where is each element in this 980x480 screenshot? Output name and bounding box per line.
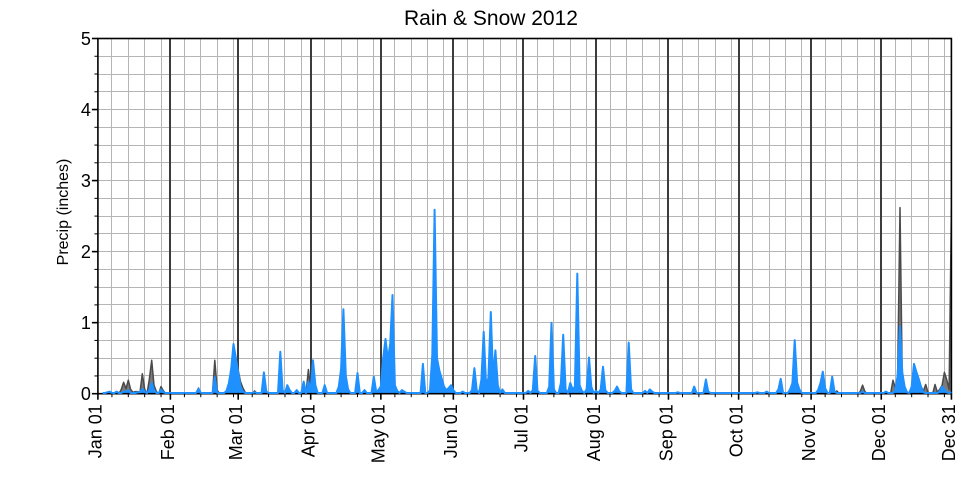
svg-text:Nov 01: Nov 01 [799,404,819,461]
svg-text:Rain & Snow 2012: Rain & Snow 2012 [404,7,578,30]
svg-text:Dec 01: Dec 01 [869,404,889,461]
svg-text:Mar 01: Mar 01 [226,404,246,460]
svg-text:1: 1 [81,313,91,333]
svg-text:Feb 01: Feb 01 [158,404,178,460]
svg-text:0: 0 [81,384,91,404]
svg-text:Oct 01: Oct 01 [726,404,746,457]
svg-text:Jul 01: Jul 01 [511,404,531,452]
svg-text:Precip (inches): Precip (inches) [55,159,72,266]
svg-text:Jun 01: Jun 01 [441,404,461,458]
svg-text:2: 2 [81,242,91,262]
svg-text:May 01: May 01 [369,404,389,463]
svg-text:Aug 01: Aug 01 [584,404,604,461]
svg-text:Jan 01: Jan 01 [86,404,106,458]
svg-text:5: 5 [81,29,91,49]
svg-text:Apr 01: Apr 01 [298,404,318,457]
svg-text:Sep 01: Sep 01 [656,404,676,461]
svg-text:3: 3 [81,171,91,191]
svg-text:4: 4 [81,100,91,120]
svg-text:Dec 31: Dec 31 [939,404,959,461]
